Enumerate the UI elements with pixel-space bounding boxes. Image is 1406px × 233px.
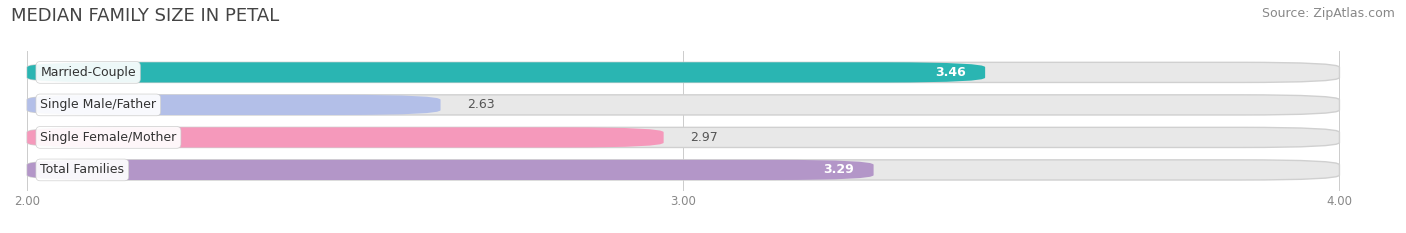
- Text: MEDIAN FAMILY SIZE IN PETAL: MEDIAN FAMILY SIZE IN PETAL: [11, 7, 280, 25]
- Text: Single Female/Mother: Single Female/Mother: [41, 131, 177, 144]
- FancyBboxPatch shape: [27, 62, 1340, 82]
- Text: Source: ZipAtlas.com: Source: ZipAtlas.com: [1261, 7, 1395, 20]
- Text: 3.46: 3.46: [935, 66, 966, 79]
- Text: 2.97: 2.97: [690, 131, 717, 144]
- FancyBboxPatch shape: [27, 160, 1340, 180]
- Text: 3.29: 3.29: [823, 163, 853, 176]
- Text: Single Male/Father: Single Male/Father: [41, 98, 156, 111]
- FancyBboxPatch shape: [27, 62, 986, 82]
- Text: 2.63: 2.63: [467, 98, 495, 111]
- Text: Total Families: Total Families: [41, 163, 124, 176]
- FancyBboxPatch shape: [27, 160, 873, 180]
- FancyBboxPatch shape: [27, 127, 664, 147]
- FancyBboxPatch shape: [27, 95, 1340, 115]
- Text: Married-Couple: Married-Couple: [41, 66, 136, 79]
- FancyBboxPatch shape: [27, 95, 440, 115]
- FancyBboxPatch shape: [27, 127, 1340, 147]
